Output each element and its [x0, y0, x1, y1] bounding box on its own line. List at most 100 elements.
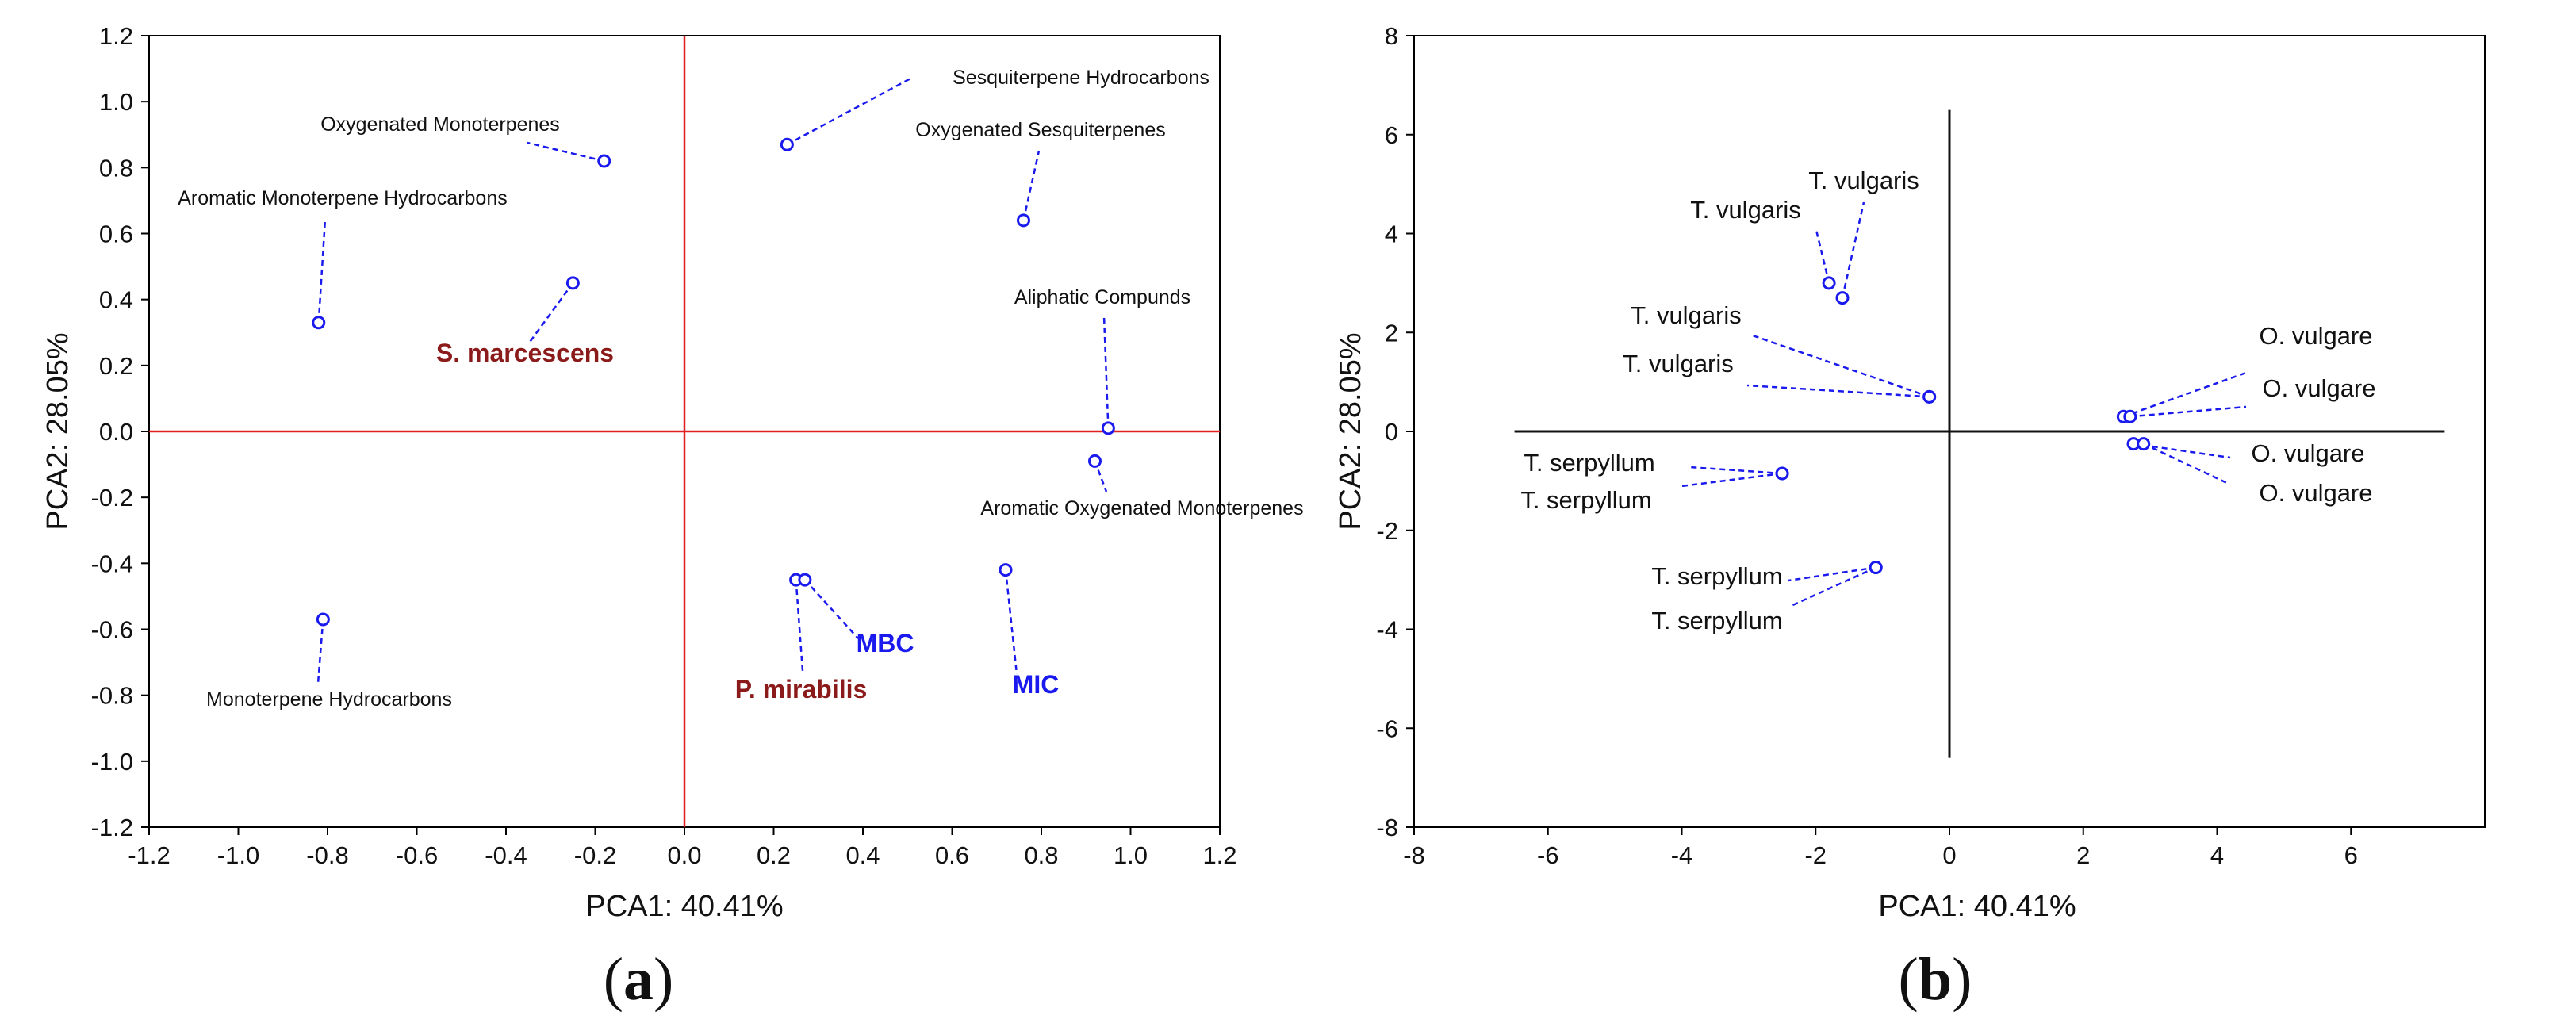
- y-tick-label: -6: [1376, 715, 1398, 742]
- point-label: T. serpyllum: [1651, 562, 1782, 590]
- point-label: MBC: [857, 629, 914, 657]
- y-tick-label: 8: [1385, 22, 1398, 50]
- y-tick-label: -0.6: [91, 616, 133, 644]
- y-tick-label: 2: [1385, 319, 1398, 347]
- panel-b-point-labels: T. vulgaris T. vulgaris T. vulgaris T. vulg…: [1520, 167, 2375, 634]
- data-point: [316, 612, 330, 627]
- panel-a-point-labels: Oxygenated Monoterpenes Aromatic Monoterp…: [178, 67, 1303, 711]
- y-tick-label: -4: [1376, 616, 1398, 644]
- leader-line: [2133, 443, 2231, 459]
- x-tick-label: 0.6: [935, 841, 969, 869]
- data-point: [1869, 561, 1883, 575]
- leader-line: [527, 141, 605, 163]
- leader-line: [1022, 150, 1041, 221]
- leader-line: [1746, 384, 1930, 398]
- panel-b-ticks: -8 -6 -4 -2 0 2 4 6 -8 -6 -4 -2 0 2 4 6 8: [1376, 22, 2357, 869]
- leader-line: [1841, 201, 1865, 298]
- data-point: [2137, 437, 2151, 451]
- y-tick-label: 0.2: [99, 352, 133, 380]
- leader-line: [1102, 315, 1110, 428]
- point-label: O. vulgare: [2251, 439, 2364, 467]
- x-tick-label: -0.8: [306, 841, 348, 869]
- x-tick-label: -8: [1403, 841, 1425, 869]
- y-tick-label: -0.4: [91, 550, 133, 577]
- leader-line: [803, 579, 859, 639]
- data-point: [1835, 291, 1850, 305]
- panel-b-points: [1775, 276, 2151, 575]
- data-point: [2123, 409, 2137, 423]
- point-label: Oxygenated Sesquiterpenes: [915, 119, 1166, 141]
- panel-a-origin-lines: [149, 36, 1220, 827]
- x-tick-label: 0.8: [1024, 841, 1058, 869]
- panel-a-points: [312, 137, 1115, 627]
- point-label: O. vulgare: [2259, 322, 2372, 350]
- leader-line: [2143, 443, 2229, 485]
- point-label: MIC: [1013, 670, 1060, 699]
- y-tick-label: 4: [1385, 220, 1398, 248]
- leader-line: [317, 218, 327, 323]
- data-point: [1017, 213, 1030, 228]
- panel-a-leader-lines: [316, 76, 1110, 684]
- x-tick-label: 2: [2076, 841, 2090, 869]
- leader-line: [1689, 466, 1783, 475]
- x-tick-label: -6: [1537, 841, 1559, 869]
- point-label: Aromatic Oxygenated Monoterpenes: [980, 497, 1303, 519]
- point-label: O. vulgare: [2259, 479, 2372, 507]
- y-tick-label: 1.2: [99, 22, 133, 50]
- x-tick-label: 4: [2210, 841, 2224, 869]
- x-tick-label: 0.2: [757, 841, 791, 869]
- point-label: T. serpyllum: [1524, 449, 1654, 477]
- panel-b-x-axis-label: PCA1: 40.41%: [1878, 890, 2076, 923]
- y-tick-label: -8: [1376, 814, 1398, 841]
- x-tick-label: 0.0: [667, 841, 701, 869]
- x-tick-label: 1.2: [1202, 841, 1236, 869]
- leader-line: [1788, 566, 1876, 608]
- leader-line: [2129, 405, 2247, 418]
- x-tick-label: -0.4: [485, 841, 527, 869]
- data-point: [1101, 421, 1115, 435]
- x-tick-label: -2: [1804, 841, 1827, 869]
- y-tick-label: 1.0: [99, 88, 133, 116]
- x-tick-label: -1.0: [217, 841, 259, 869]
- point-label: T. vulgaris: [1690, 196, 1801, 224]
- y-tick-label: 0.6: [99, 220, 133, 248]
- y-tick-label: -0.8: [91, 682, 133, 710]
- point-label: Aromatic Monoterpene Hydrocarbons: [178, 187, 507, 209]
- panel-a-caption: (a): [604, 946, 674, 1013]
- point-label: T. serpyllum: [1520, 486, 1651, 514]
- data-point: [1775, 466, 1789, 481]
- leader-line: [1004, 569, 1018, 675]
- y-tick-label: 6: [1385, 121, 1398, 149]
- y-tick-label: -1.2: [91, 814, 133, 841]
- data-point: [1822, 276, 1836, 290]
- panel-a-ticks: -1.2 -1.0 -0.8 -0.6 -0.4 -0.2 0.0 0.2 0.4 0.6 0.8 1…: [91, 22, 1237, 869]
- leader-line: [786, 76, 913, 146]
- x-tick-label: -0.2: [574, 841, 616, 869]
- data-point: [999, 563, 1013, 577]
- leader-line: [527, 282, 574, 345]
- point-label: Aliphatic Compunds: [1014, 286, 1190, 308]
- point-label: T. vulgaris: [1808, 167, 1919, 194]
- data-point: [780, 137, 794, 151]
- point-label: T. serpyllum: [1651, 607, 1782, 634]
- panel-a-y-axis-label: PCA2: 28.05%: [41, 332, 75, 530]
- panel-a-x-axis-label: PCA1: 40.41%: [585, 890, 783, 923]
- leader-line: [1750, 333, 1930, 398]
- data-point: [1088, 454, 1102, 468]
- x-tick-label: 0: [1942, 841, 1956, 869]
- y-tick-label: -1.0: [91, 748, 133, 776]
- x-tick-label: -0.6: [396, 841, 438, 869]
- point-label: Sesquiterpene Hydrocarbons: [953, 67, 1209, 89]
- x-tick-label: 1.0: [1114, 841, 1148, 869]
- panel-a-pca-biplot: -1.2 -1.0 -0.8 -0.6 -0.4 -0.2 0.0 0.2 0.4 0.6 0.8 1…: [41, 22, 1304, 1013]
- y-tick-label: 0.0: [99, 418, 133, 446]
- leader-line: [1788, 566, 1876, 582]
- point-label: Monoterpene Hydrocarbons: [206, 688, 452, 711]
- point-label: Oxygenated Monoterpenes: [320, 113, 560, 136]
- data-point: [1922, 389, 1937, 404]
- panel-b-y-axis-label: PCA2: 28.05%: [1334, 332, 1367, 530]
- x-tick-label: 0.4: [845, 841, 880, 869]
- data-point: [565, 276, 580, 290]
